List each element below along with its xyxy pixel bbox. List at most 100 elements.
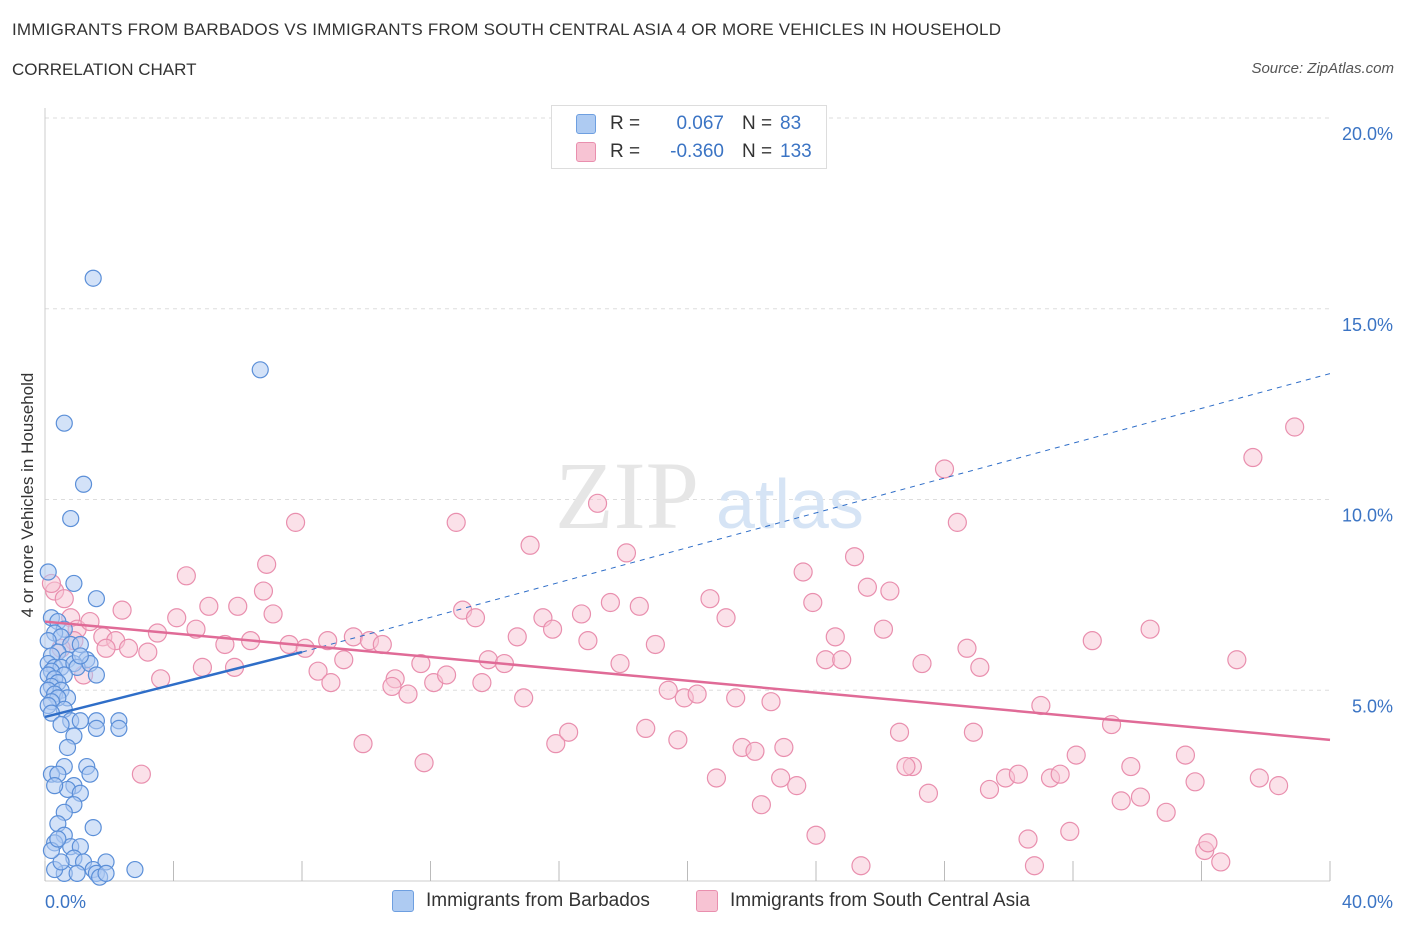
legend-r-value: -0.360 [670,141,724,162]
legend-r-value: 0.067 [676,113,724,134]
legend-n-label: N = [742,113,773,134]
data-point-south-central-asia [559,722,579,742]
data-point-south-central-asia [446,512,466,532]
data-point-south-central-asia [851,856,871,876]
data-point-south-central-asia [507,627,527,647]
data-point-south-central-asia [957,638,977,658]
legend-label-barbados: Immigrants from Barbados [426,890,650,911]
data-point-south-central-asia [1249,768,1269,788]
legend-swatch-pink [576,142,596,162]
data-point-south-central-asia [436,665,457,685]
legend-row-barbados: R = 0.067 N = 83 [576,112,820,136]
data-point-south-central-asia [138,642,158,662]
y-tick-label: 20.0% [1342,124,1393,144]
legend-label-south-central-asia: Immigrants from South Central Asia [730,890,1030,911]
legend-n-value: 133 [780,141,812,162]
data-point-south-central-asia [228,596,248,616]
data-point-south-central-asia [700,589,720,609]
data-point-south-central-asia [321,673,341,693]
data-point-barbados [87,666,106,684]
data-point-south-central-asia [112,600,132,620]
data-point-south-central-asia [398,684,418,704]
data-point-south-central-asia [80,611,100,632]
data-point-south-central-asia [934,459,955,479]
data-point-south-central-asia [1082,631,1102,651]
data-point-south-central-asia [726,688,746,708]
data-point-barbados [52,853,70,871]
data-point-south-central-asia [668,730,688,750]
data-point-south-central-asia [1285,417,1305,437]
data-point-south-central-asia [963,722,984,742]
watermark-zip: ZIP [555,442,699,549]
data-point-south-central-asia [970,657,990,677]
data-point-south-central-asia [199,596,219,616]
data-point-south-central-asia [658,680,678,700]
data-point-barbados [52,715,70,734]
data-point-south-central-asia [873,619,894,639]
data-point-south-central-asia [263,604,283,624]
x-tick-label-max: 40.0% [1342,892,1393,912]
data-point-south-central-asia [1140,619,1160,639]
legend-item-barbados: Immigrants from Barbados [392,890,650,912]
y-tick-label: 5.0% [1352,696,1393,716]
data-point-south-central-asia [1111,791,1131,811]
data-point-south-central-asia [253,581,274,601]
data-point-barbados [58,738,77,757]
data-point-south-central-asia [465,608,486,628]
legend-n-label: N = [742,141,773,162]
y-tick-label: 15.0% [1342,315,1393,335]
series-south-central-asia [41,417,1305,876]
data-point-barbados [71,712,89,730]
data-point-barbados [65,574,83,593]
data-point-south-central-asia [372,634,392,655]
data-point-barbados [68,864,86,882]
data-point-south-central-asia [745,741,765,761]
series-legend: Immigrants from Barbados Immigrants from… [0,890,1406,916]
chart-title: IMMIGRANTS FROM BARBADOS VS IMMIGRANTS F… [12,20,1002,39]
data-point-south-central-asia [880,581,900,601]
trend-line-barbados-extension [301,373,1331,653]
data-point-south-central-asia [629,596,649,616]
data-point-south-central-asia [706,768,727,788]
data-point-barbados [97,864,115,882]
trend-lines [44,373,1331,742]
data-point-south-central-asia [687,684,707,704]
data-point-south-central-asia [1121,756,1141,777]
data-point-south-central-asia [1243,447,1263,468]
chart-subtitle: CORRELATION CHART [12,60,197,79]
data-point-south-central-asia [816,650,836,670]
data-point-south-central-asia [825,627,845,647]
data-point-south-central-asia [478,650,498,670]
data-point-south-central-asia [787,776,807,796]
data-point-south-central-asia [774,737,794,758]
data-point-south-central-asia [285,512,306,532]
data-point-south-central-asia [514,688,534,708]
data-point-south-central-asia [1066,745,1086,765]
data-point-south-central-asia [1130,787,1151,807]
data-point-south-central-asia [411,653,431,674]
data-point-barbados [87,719,106,738]
data-point-south-central-asia [979,779,1000,800]
data-point-barbados [71,647,89,665]
data-point-barbados [46,777,64,795]
data-point-south-central-asia [587,493,608,513]
data-point-south-central-asia [1156,802,1176,822]
data-point-south-central-asia [1031,695,1051,716]
data-point-south-central-asia [215,634,235,655]
data-point-south-central-asia [751,795,771,815]
data-point-south-central-asia [761,692,781,712]
data-point-barbados [49,830,67,848]
legend-row-south-central-asia: R = -0.360 N = 133 [576,140,820,164]
legend-item-south-central-asia: Immigrants from South Central Asia [696,890,1030,912]
data-point-barbados [62,509,80,528]
data-point-south-central-asia [343,627,363,647]
data-point-south-central-asia [793,562,813,582]
data-point-south-central-asia [96,638,116,658]
data-point-south-central-asia [636,718,656,739]
source-credit: Source: ZipAtlas.com [1251,60,1394,77]
data-point-south-central-asia [571,604,592,624]
data-point-barbados [74,475,93,493]
data-point-south-central-asia [857,577,878,597]
data-point-south-central-asia [918,783,939,803]
data-point-south-central-asia [318,631,338,651]
